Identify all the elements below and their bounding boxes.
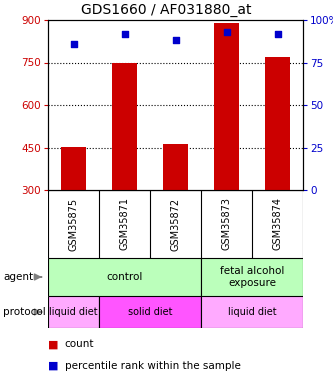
Bar xyxy=(163,144,188,190)
Point xyxy=(122,31,127,37)
Text: liquid diet: liquid diet xyxy=(228,307,276,317)
Text: GDS1660 / AF031880_at: GDS1660 / AF031880_at xyxy=(81,3,252,17)
Bar xyxy=(61,147,86,190)
Bar xyxy=(99,296,201,328)
Text: GSM35874: GSM35874 xyxy=(272,198,282,250)
Point xyxy=(224,29,229,35)
Text: ■: ■ xyxy=(48,361,59,370)
Text: percentile rank within the sample: percentile rank within the sample xyxy=(65,361,240,370)
Bar xyxy=(48,258,201,296)
Bar xyxy=(201,258,303,296)
Text: agent: agent xyxy=(3,272,33,282)
Bar xyxy=(48,296,99,328)
Text: count: count xyxy=(65,339,94,350)
Text: GSM35872: GSM35872 xyxy=(170,197,180,250)
Point xyxy=(275,31,280,37)
Text: protocol: protocol xyxy=(3,307,46,317)
Text: ■: ■ xyxy=(48,339,59,350)
Bar xyxy=(214,23,239,190)
Text: solid diet: solid diet xyxy=(128,307,172,317)
Point xyxy=(173,38,178,44)
Bar xyxy=(265,57,290,190)
Text: GSM35873: GSM35873 xyxy=(221,198,231,250)
Point xyxy=(71,41,76,47)
Text: GSM35875: GSM35875 xyxy=(69,197,79,250)
Text: liquid diet: liquid diet xyxy=(49,307,98,317)
Text: fetal alcohol
exposure: fetal alcohol exposure xyxy=(220,266,284,288)
Text: control: control xyxy=(106,272,143,282)
Bar xyxy=(201,296,303,328)
Text: GSM35871: GSM35871 xyxy=(120,198,130,250)
Bar xyxy=(112,63,137,190)
